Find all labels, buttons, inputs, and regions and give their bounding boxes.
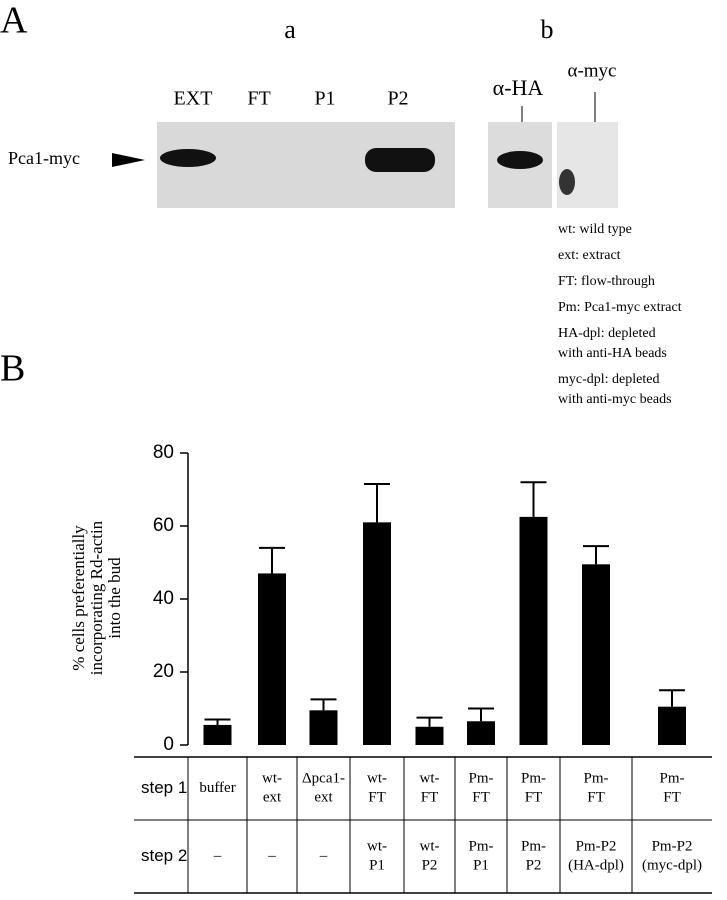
table-cell: – xyxy=(319,848,328,864)
legend-text: FT: flow-through xyxy=(558,274,655,289)
band xyxy=(160,149,216,167)
table-cell: wt- xyxy=(367,770,387,786)
table-cell: wt- xyxy=(262,770,282,786)
legend-text: with anti-myc beads xyxy=(558,392,672,407)
table-cell: Pm- xyxy=(521,838,546,854)
table-cell: P1 xyxy=(473,857,489,873)
table-cell: (HA-dpl) xyxy=(568,857,624,873)
bar xyxy=(519,516,548,745)
table-cell: wt- xyxy=(420,770,440,786)
table-cell: FT xyxy=(421,789,439,805)
legend-text: ext: extract xyxy=(558,248,621,263)
table-cell: Pm- xyxy=(583,770,608,786)
y-axis-label: incorporating Rd-actin xyxy=(87,520,106,675)
band-label: Pca1-myc xyxy=(8,148,80,168)
bar xyxy=(658,706,686,745)
band xyxy=(559,169,575,195)
table-cell: FT xyxy=(472,789,490,805)
panel-label: B xyxy=(0,348,25,390)
bar xyxy=(203,724,232,745)
table-cell: – xyxy=(267,848,276,864)
table-cell: FT xyxy=(663,789,681,805)
sub-label: a xyxy=(284,15,296,44)
legend-text: Pm: Pca1-myc extract xyxy=(558,300,682,315)
table-cell: buffer xyxy=(199,780,235,796)
table-cell: P2 xyxy=(422,857,438,873)
blot xyxy=(557,122,618,208)
table-cell: Δpca1- xyxy=(302,770,345,786)
band xyxy=(497,151,543,169)
y-tick-label: 40 xyxy=(153,588,174,609)
y-tick-label: 0 xyxy=(163,734,174,755)
table-cell: Pm-P2 xyxy=(576,838,617,854)
table-cell: P1 xyxy=(369,857,385,873)
sub-label: b xyxy=(541,15,554,44)
table-cell: FT xyxy=(525,789,543,805)
table-cell: ext xyxy=(263,789,282,805)
table-cell: wt- xyxy=(420,838,440,854)
table-cell: FT xyxy=(587,789,605,805)
legend-text: with anti-HA beads xyxy=(558,346,667,361)
table-cell: Pm- xyxy=(659,770,684,786)
bar xyxy=(363,522,391,745)
table-cell: Pm-P2 xyxy=(652,838,693,854)
arrow xyxy=(112,153,145,167)
lane-label: EXT xyxy=(174,88,213,110)
lane-label: P1 xyxy=(314,88,335,110)
table-cell: Pm- xyxy=(468,770,493,786)
legend-text: wt: wild type xyxy=(558,222,632,237)
table-cell: Pm- xyxy=(468,838,493,854)
row-label: step 2 xyxy=(141,846,187,865)
legend-text: myc-dpl: depleted xyxy=(558,372,659,387)
lane-label: P2 xyxy=(387,88,408,110)
bar xyxy=(582,564,610,745)
table-cell: Pm- xyxy=(521,770,546,786)
bar xyxy=(309,710,338,745)
antibody-label: α-HA xyxy=(493,75,544,100)
bar xyxy=(467,721,495,745)
panel-label: A xyxy=(0,0,28,42)
table-cell: – xyxy=(213,848,222,864)
lane-label: FT xyxy=(247,88,270,110)
legend-text: HA-dpl: depleted xyxy=(558,326,656,341)
y-tick-label: 80 xyxy=(153,442,174,463)
table-cell: ext xyxy=(314,789,333,805)
y-axis-label: into the bud xyxy=(105,557,124,639)
y-tick-label: 20 xyxy=(153,661,174,682)
table-cell: (myc-dpl) xyxy=(642,857,702,873)
y-tick-label: 60 xyxy=(153,515,174,536)
table-cell: FT xyxy=(368,789,386,805)
row-label: step 1 xyxy=(141,778,187,797)
table-cell: P2 xyxy=(526,857,542,873)
table-cell: wt- xyxy=(367,838,387,854)
bar xyxy=(258,573,286,745)
band xyxy=(365,148,435,172)
bar xyxy=(415,726,444,745)
antibody-label: α-myc xyxy=(568,60,617,81)
y-axis-label: % cells preferentially xyxy=(69,525,88,671)
